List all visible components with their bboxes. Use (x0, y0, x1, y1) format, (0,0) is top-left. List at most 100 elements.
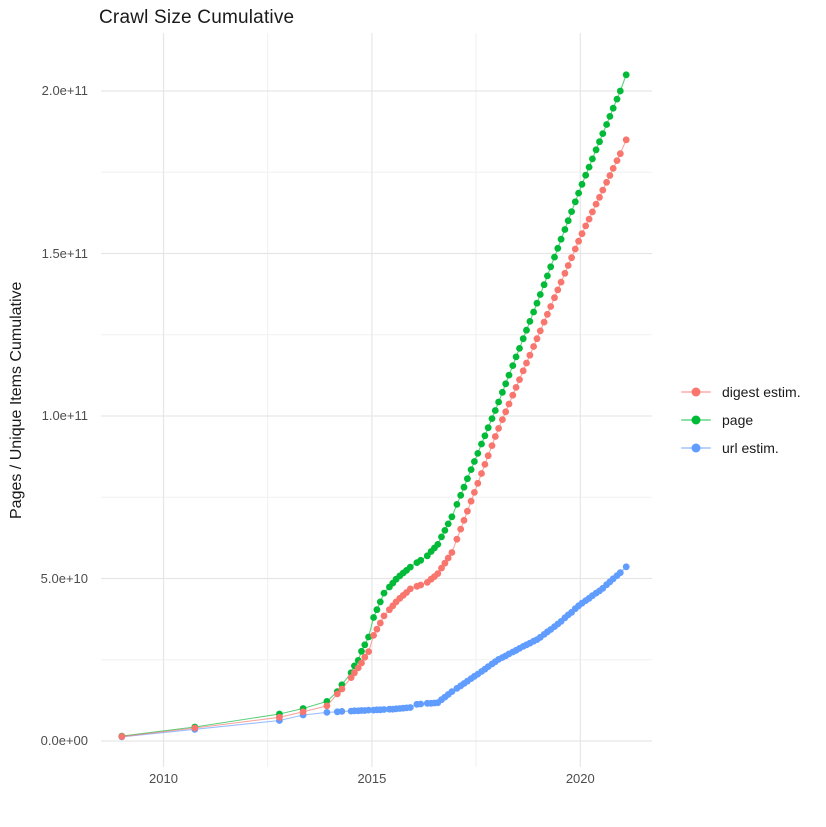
series-point-url-estim- (616, 569, 624, 577)
legend: digest estim. page url estim. (681, 378, 801, 462)
series-point-digest-estim- (505, 400, 513, 408)
series-point-page (603, 121, 610, 128)
series-point-digest-estim- (499, 416, 506, 423)
series-point-digest-estim- (276, 713, 283, 721)
series-point-digest-estim- (554, 286, 562, 294)
series-point-page (530, 308, 537, 316)
series-point-page (582, 171, 590, 179)
series-point-page (505, 371, 513, 379)
series-point-digest-estim- (481, 461, 489, 468)
series-point-page (571, 198, 579, 206)
series-point-url-estim- (338, 708, 346, 715)
series-point-digest-estim- (589, 208, 596, 216)
legend-label: digest estim. (722, 384, 801, 400)
series-point-page (519, 335, 527, 343)
series-point-digest-estim- (365, 648, 372, 655)
series-point-page (544, 272, 551, 280)
series-point-page (441, 527, 449, 534)
series-point-digest-estim- (564, 262, 572, 269)
series-point-page (380, 589, 388, 597)
series-point-digest-estim- (358, 659, 365, 667)
series-point-page (358, 647, 365, 655)
series-point-page (491, 407, 499, 414)
series-point-page (622, 71, 630, 79)
series-point-page (578, 180, 586, 188)
series-point-page (460, 483, 468, 491)
series-point-digest-estim- (585, 215, 593, 223)
series-point-page (592, 146, 600, 154)
series-point-digest-estim- (380, 612, 388, 620)
series-point-page (609, 104, 617, 112)
series-point-digest-estim- (434, 570, 442, 577)
series-point-digest-estim- (540, 318, 548, 326)
series-point-digest-estim- (536, 327, 544, 335)
series-point-page (373, 606, 381, 614)
series-point-page (509, 362, 517, 369)
series-point-digest-estim- (578, 230, 586, 238)
series-point-digest-estim- (533, 335, 541, 343)
legend-label: page (722, 412, 754, 428)
series-point-digest-estim- (484, 452, 492, 460)
series-point-digest-estim- (351, 669, 358, 677)
legend-item-url-estim: url estim. (681, 434, 801, 462)
series-point-page (561, 226, 569, 233)
series-point-digest-estim- (323, 702, 331, 710)
series-point-page (502, 380, 510, 388)
series-point-digest-estim- (488, 442, 496, 449)
series-point-digest-estim- (568, 254, 575, 262)
series-point-digest-estim- (457, 525, 465, 533)
series-point-digest-estim- (519, 367, 527, 375)
series-point-digest-estim- (582, 222, 590, 230)
series-point-digest-estim- (478, 470, 485, 477)
series-point-page (540, 281, 548, 289)
legend-label: url estim. (722, 440, 779, 456)
y-tick-label: 2.0e+11 (41, 83, 88, 98)
series-point-digest-estim- (118, 733, 126, 740)
series-point-digest-estim- (622, 136, 630, 144)
series-point-digest-estim- (544, 310, 551, 318)
series-point-digest-estim- (609, 165, 617, 172)
series-point-page (554, 244, 562, 252)
series-point-url-estim- (365, 706, 372, 714)
series-point-digest-estim- (441, 559, 449, 567)
series-point-digest-estim- (191, 724, 199, 732)
series-point-digest-estim- (453, 535, 461, 543)
series-point-digest-estim- (467, 497, 475, 505)
series-point-digest-estim- (354, 664, 362, 672)
series-point-page (438, 533, 445, 541)
series-point-page (484, 424, 492, 432)
series-point-page (547, 263, 555, 271)
series-point-digest-estim- (575, 237, 582, 245)
series-point-page (417, 556, 425, 564)
series-point-digest-estim- (502, 408, 510, 416)
series-point-url-estim- (417, 700, 425, 708)
series-point-page (448, 513, 456, 521)
series-point-digest-estim- (596, 193, 603, 201)
series-point-digest-estim- (406, 585, 414, 593)
series-point-digest-estim- (571, 245, 579, 253)
series-point-page (478, 440, 485, 448)
series-point-page (551, 253, 558, 261)
series-point-digest-estim- (603, 178, 610, 186)
series-point-digest-estim- (471, 489, 478, 496)
series-point-digest-estim- (599, 186, 607, 194)
series-point-digest-estim- (338, 685, 346, 693)
y-tick-label: 5.0e+10 (40, 570, 88, 586)
series-point-digest-estim- (444, 554, 452, 562)
y-tick-label: 0.0e+00 (40, 733, 88, 748)
y-tick-label: 1.5e+11 (41, 245, 88, 261)
series-point-digest-estim- (526, 351, 534, 359)
series-point-digest-estim- (509, 391, 517, 399)
series-point-digest-estim- (417, 581, 425, 589)
series-point-url-estim- (323, 709, 331, 716)
series-point-page (453, 501, 461, 508)
series-point-digest-estim- (613, 157, 621, 165)
legend-key-digest-dot-icon (681, 386, 711, 398)
series-point-digest-estim- (495, 425, 502, 432)
y-axis-title: Pages / Unique Items Cumulative (8, 281, 25, 519)
series-point-digest-estim- (592, 200, 600, 208)
series-point-digest-estim- (460, 516, 468, 524)
series-point-page (406, 563, 414, 571)
